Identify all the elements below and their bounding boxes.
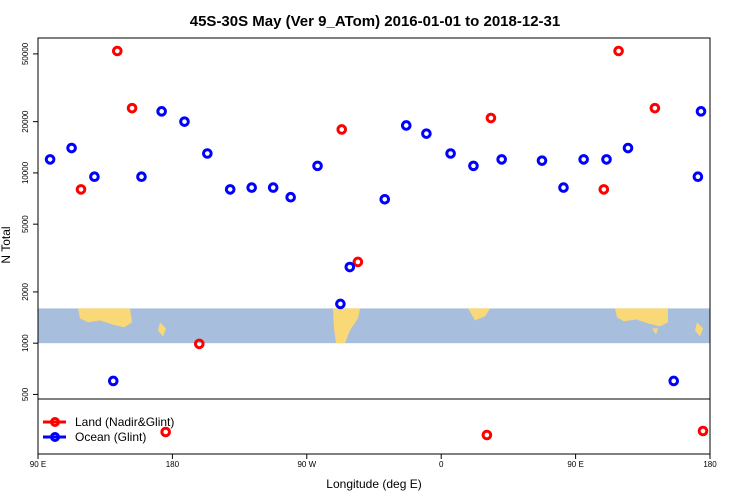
ocean-point — [246, 182, 257, 193]
y-tick-label: 2000 — [21, 282, 30, 300]
legend-ocean-marker — [50, 432, 60, 442]
ocean-point — [445, 148, 456, 159]
land-point — [111, 45, 123, 57]
y-tick-label: 1000 — [21, 334, 30, 352]
ocean-point — [224, 184, 236, 195]
x-tick-label: 180 — [166, 460, 180, 469]
land-point — [336, 124, 348, 135]
ocean-point — [136, 171, 147, 183]
ocean-point — [285, 191, 296, 203]
ocean-point — [179, 116, 190, 127]
world-map-band — [38, 308, 710, 344]
ocean-point — [622, 142, 634, 154]
map-ocean — [38, 308, 710, 344]
map-land-australia — [78, 308, 132, 328]
land-point — [126, 102, 138, 114]
ocean-point — [496, 154, 507, 165]
x-tick-label: 90 E — [567, 460, 583, 469]
land-point — [485, 112, 497, 124]
ocean-point — [578, 154, 589, 165]
ocean-point — [695, 106, 707, 117]
y-axis-label: N Total — [0, 226, 13, 263]
ocean-point — [202, 148, 213, 159]
x-tick-label: 90 E — [30, 460, 46, 469]
land-point — [75, 184, 87, 195]
y-tick-label: 10000 — [21, 161, 30, 184]
land-point-below-range — [160, 426, 171, 438]
ocean-point — [468, 160, 479, 172]
ocean-point — [601, 154, 612, 165]
x-tick-label: 0 — [439, 460, 444, 469]
y-tick-label: 5000 — [21, 215, 30, 233]
ocean-point — [66, 142, 77, 154]
legend-land-marker — [50, 417, 60, 427]
plot-frame — [37, 37, 711, 400]
land-point — [649, 102, 661, 114]
ocean-point — [379, 193, 391, 205]
ocean-point — [421, 128, 432, 139]
ocean-point — [558, 182, 569, 193]
x-tick-label: 180 — [703, 460, 717, 469]
legend-ocean-label: Ocean (Glint) — [75, 430, 146, 444]
ocean-point — [312, 160, 323, 172]
ocean-point — [668, 375, 680, 387]
ocean-point — [44, 154, 56, 165]
land-point-below-range — [481, 429, 493, 441]
land-point-below-range — [697, 425, 709, 437]
ocean-point — [536, 155, 548, 166]
y-tick-label: 500 — [21, 387, 30, 401]
legend: Land (Nadir&Glint) Ocean (Glint) — [43, 415, 174, 444]
y-axis: 500 1000 2000 5000 10000 20000 50000 — [21, 42, 38, 401]
ocean-point — [692, 171, 704, 183]
map-land-tasmania — [652, 328, 658, 335]
land-point — [598, 184, 610, 195]
map-land-africa — [468, 308, 490, 321]
y-tick-label: 20000 — [21, 110, 30, 133]
data-points — [44, 45, 709, 441]
map-land-south-america — [333, 308, 360, 344]
x-tick-label: 90 W — [297, 460, 316, 469]
ocean-point — [107, 375, 119, 387]
ocean-point — [335, 298, 346, 310]
map-land-nz-repeat — [695, 322, 703, 337]
map-land-new-zealand — [158, 322, 166, 337]
ocean-point — [267, 182, 279, 193]
ocean-point — [156, 106, 167, 117]
below-range-panel — [37, 398, 711, 455]
land-point — [613, 45, 624, 57]
y-tick-label: 50000 — [21, 42, 30, 65]
ocean-point — [344, 261, 356, 273]
map-land-australia-repeat — [615, 308, 668, 327]
legend-land-label: Land (Nadir&Glint) — [75, 415, 174, 429]
x-axis-label: Longitude (deg E) — [326, 477, 421, 491]
x-axis: 90 E 180 90 W 0 90 E 180 — [30, 454, 717, 469]
ocean-point — [89, 171, 100, 183]
land-point — [352, 256, 364, 268]
land-point — [193, 338, 205, 350]
chart-title: 45S-30S May (Ver 9_ATom) 2016-01-01 to 2… — [190, 13, 560, 30]
ocean-point — [400, 120, 412, 131]
